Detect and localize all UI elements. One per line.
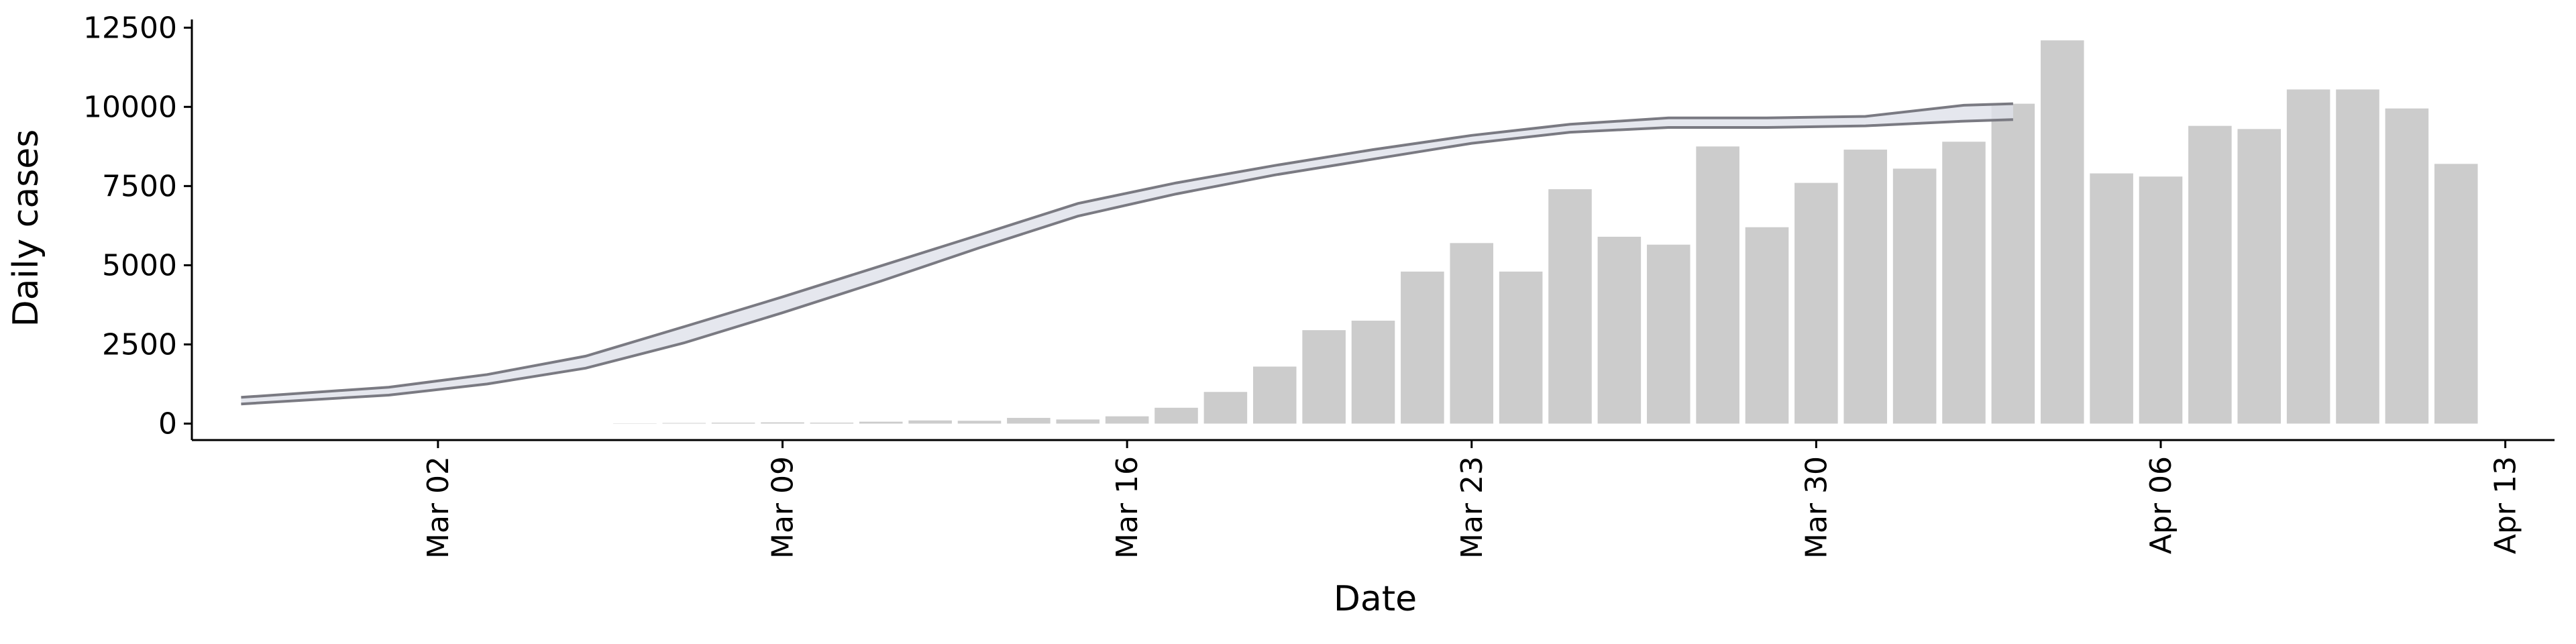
bar bbox=[1696, 146, 1739, 424]
bar bbox=[1597, 236, 1642, 424]
y-axis-label: Daily cases bbox=[6, 129, 46, 327]
bar bbox=[859, 421, 903, 424]
bar bbox=[2040, 40, 2084, 424]
y-tick-label: 7500 bbox=[102, 169, 177, 203]
bar bbox=[2434, 164, 2478, 424]
bar bbox=[1401, 271, 1444, 424]
bar bbox=[1843, 150, 1888, 424]
x-tick-label: Mar 02 bbox=[421, 456, 455, 559]
bar bbox=[2139, 176, 2183, 424]
bar bbox=[2286, 89, 2330, 424]
bar bbox=[2336, 89, 2379, 424]
bar bbox=[1203, 392, 1248, 424]
upper-line bbox=[241, 102, 2013, 399]
bar bbox=[1056, 419, 1100, 424]
bar bbox=[2385, 108, 2429, 424]
bar bbox=[662, 423, 706, 424]
bar bbox=[1942, 142, 1986, 424]
y-tick-label: 0 bbox=[158, 407, 177, 441]
bar bbox=[1548, 189, 1592, 424]
bar bbox=[1007, 417, 1051, 424]
bar bbox=[908, 420, 952, 424]
bar bbox=[1794, 182, 1838, 424]
bar bbox=[1155, 407, 1198, 424]
x-axis-label: Date bbox=[1334, 579, 1417, 619]
bar bbox=[2188, 125, 2232, 424]
bar bbox=[761, 422, 804, 424]
lower-line bbox=[241, 118, 2013, 406]
bar bbox=[2237, 129, 2282, 424]
y-tick-label: 2500 bbox=[102, 327, 177, 362]
bar bbox=[1892, 168, 1937, 424]
bar bbox=[1646, 244, 1690, 424]
bar bbox=[1450, 243, 1494, 424]
bar bbox=[1499, 271, 1543, 424]
x-tick-label: Apr 13 bbox=[2489, 456, 2523, 554]
x-tick-label: Mar 23 bbox=[1455, 456, 1489, 559]
bar bbox=[1105, 416, 1149, 424]
x-tick-label: Mar 09 bbox=[766, 456, 800, 559]
band-area bbox=[241, 103, 2013, 405]
y-tick-label: 12500 bbox=[83, 11, 177, 45]
y-tick-label: 5000 bbox=[102, 248, 177, 282]
x-tick-label: Mar 30 bbox=[1799, 456, 1833, 559]
y-tick-label: 10000 bbox=[83, 90, 177, 124]
bar bbox=[1745, 227, 1789, 424]
x-tick-label: Apr 06 bbox=[2144, 456, 2178, 554]
bar bbox=[957, 421, 1002, 424]
bar bbox=[1252, 366, 1297, 424]
bar bbox=[1991, 103, 2035, 424]
x-tick-label: Mar 16 bbox=[1110, 456, 1144, 559]
bar bbox=[2090, 173, 2133, 424]
bar bbox=[1302, 330, 1346, 424]
bar bbox=[1351, 321, 1395, 424]
